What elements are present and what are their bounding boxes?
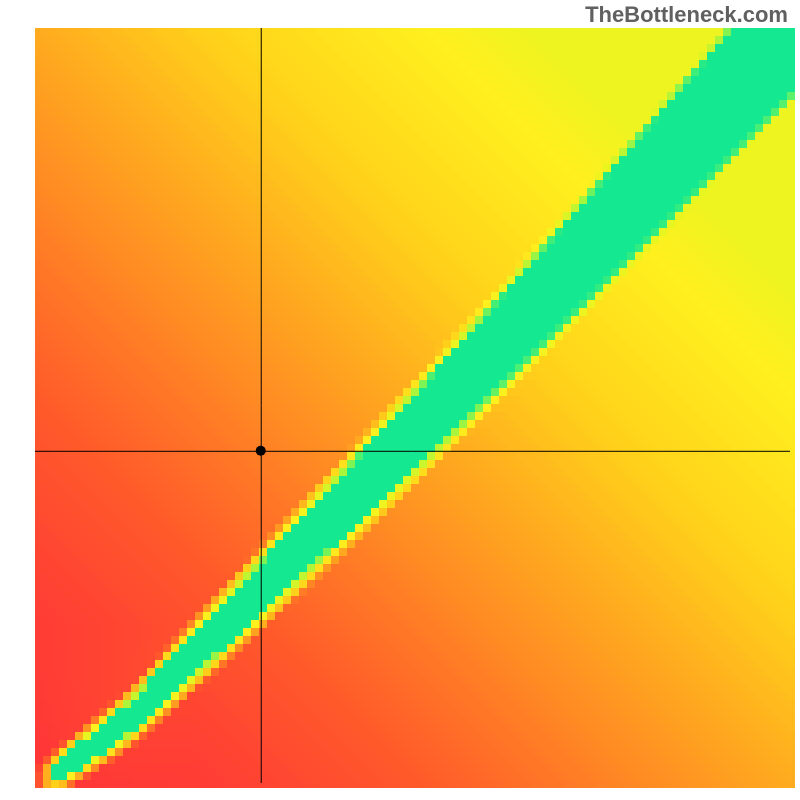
watermark-text: TheBottleneck.com (585, 2, 788, 28)
chart-container: TheBottleneck.com (0, 0, 800, 800)
bottleneck-heatmap (0, 0, 800, 800)
